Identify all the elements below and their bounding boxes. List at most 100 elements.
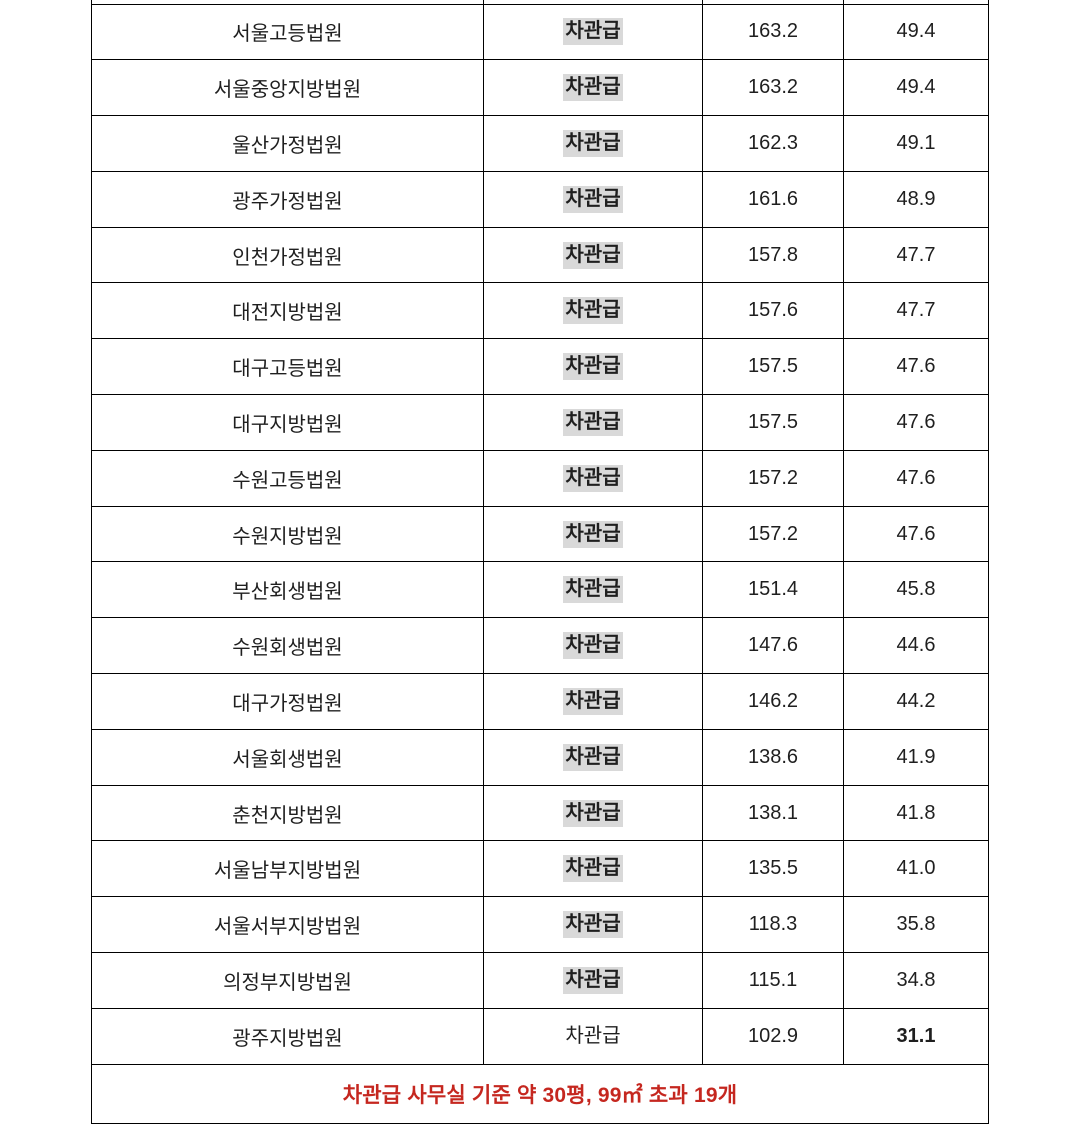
area-m2-cell: 138.1 xyxy=(702,784,844,842)
grade-cell: 차관급 xyxy=(483,338,703,396)
area-m2-cell: 161.6 xyxy=(702,170,844,228)
court-name-cell: 부산회생법원 xyxy=(91,561,484,619)
table-row: 부산회생법원 차관급 151.4 45.8 xyxy=(91,561,989,619)
grade-cell: 차관급 xyxy=(483,505,703,563)
table-row: 울산가정법원 차관급 162.3 49.1 xyxy=(91,115,989,172)
area-pyeong-cell: 47.6 xyxy=(843,394,989,451)
grade-label: 차관급 xyxy=(563,464,623,492)
court-name-cell: 광주지방법원 xyxy=(91,1007,484,1065)
court-name-cell: 울산가정법원 xyxy=(91,115,484,172)
grade-cell: 차관급 xyxy=(483,561,703,619)
area-m2-cell: 163.2 xyxy=(702,3,844,61)
area-m2-cell: 163.2 xyxy=(702,59,844,117)
grade-cell: 차관급 xyxy=(483,952,703,1009)
area-pyeong-cell: 31.1 xyxy=(843,1007,989,1065)
table-row: 수원지방법원 차관급 157.2 47.6 xyxy=(91,505,989,563)
grade-cell: 차관급 xyxy=(483,1007,703,1065)
area-m2-cell: 157.2 xyxy=(702,449,844,507)
court-name-cell: 의정부지방법원 xyxy=(91,952,484,1009)
area-pyeong-cell: 49.1 xyxy=(843,115,989,172)
grade-cell: 차관급 xyxy=(483,226,703,284)
area-pyeong-cell: 41.0 xyxy=(843,840,989,898)
court-name-cell: 대구가정법원 xyxy=(91,673,484,730)
clipped-cell xyxy=(843,0,989,5)
court-name-cell: 대구고등법원 xyxy=(91,338,484,396)
court-name-cell: 인천가정법원 xyxy=(91,226,484,284)
area-m2-cell: 157.5 xyxy=(702,338,844,396)
court-area-table: 서울고등법원 차관급 163.2 49.4 서울중앙지방법원 차관급 163.2 49.4 울산… xyxy=(91,0,989,1124)
area-m2-cell: 157.2 xyxy=(702,505,844,563)
grade-label: 차관급 xyxy=(563,353,623,381)
court-name-cell: 서울남부지방법원 xyxy=(91,840,484,898)
table-row: 대구지방법원 차관급 157.5 47.6 xyxy=(91,394,989,451)
table-row: 대구고등법원 차관급 157.5 47.6 xyxy=(91,338,989,396)
table-row: 인천가정법원 차관급 157.8 47.7 xyxy=(91,226,989,284)
grade-cell: 차관급 xyxy=(483,170,703,228)
court-table-body: 서울고등법원 차관급 163.2 49.4 서울중앙지방법원 차관급 163.2 49.4 울산… xyxy=(91,0,989,1124)
grade-label: 차관급 xyxy=(563,966,623,994)
area-m2-cell: 151.4 xyxy=(702,561,844,619)
area-pyeong-cell: 47.7 xyxy=(843,282,989,340)
court-name-cell: 대구지방법원 xyxy=(91,394,484,451)
area-pyeong-cell: 44.2 xyxy=(843,673,989,730)
grade-label: 차관급 xyxy=(563,18,623,46)
grade-label: 차관급 xyxy=(563,799,623,827)
grade-label: 차관급 xyxy=(563,632,623,660)
area-m2-cell: 162.3 xyxy=(702,115,844,172)
court-name-cell: 수원지방법원 xyxy=(91,505,484,563)
grade-label: 차관급 xyxy=(565,1024,621,1047)
table-row: 의정부지방법원 차관급 115.1 34.8 xyxy=(91,952,989,1009)
table-row: 춘천지방법원 차관급 138.1 41.8 xyxy=(91,784,989,842)
grade-label: 차관급 xyxy=(563,241,623,269)
area-pyeong-cell: 49.4 xyxy=(843,59,989,117)
court-name-cell: 서울고등법원 xyxy=(91,3,484,61)
area-m2-cell: 147.6 xyxy=(702,617,844,675)
area-m2-cell: 146.2 xyxy=(702,673,844,730)
court-name-cell: 서울중앙지방법원 xyxy=(91,59,484,117)
court-name-cell: 춘천지방법원 xyxy=(91,784,484,842)
court-name-cell: 대전지방법원 xyxy=(91,282,484,340)
grade-cell: 차관급 xyxy=(483,282,703,340)
grade-label: 차관급 xyxy=(563,687,623,715)
grade-label: 차관급 xyxy=(563,911,623,939)
court-name-cell: 광주가정법원 xyxy=(91,170,484,228)
grade-cell: 차관급 xyxy=(483,840,703,898)
grade-cell: 차관급 xyxy=(483,449,703,507)
area-m2-cell: 157.5 xyxy=(702,394,844,451)
area-pyeong-cell: 47.7 xyxy=(843,226,989,284)
area-pyeong-cell: 45.8 xyxy=(843,561,989,619)
grade-label: 차관급 xyxy=(563,855,623,883)
footer-note: 차관급 사무실 기준 약 30평, 99㎡ 초과 19개 xyxy=(91,1063,989,1124)
court-name-cell: 서울서부지방법원 xyxy=(91,896,484,954)
grade-label: 차관급 xyxy=(563,74,623,102)
grade-cell: 차관급 xyxy=(483,394,703,451)
table-row: 광주가정법원 차관급 161.6 48.9 xyxy=(91,170,989,228)
table-row: 수원고등법원 차관급 157.2 47.6 xyxy=(91,449,989,507)
area-m2-cell: 115.1 xyxy=(702,952,844,1009)
area-pyeong-cell: 47.6 xyxy=(843,338,989,396)
area-m2-cell: 135.5 xyxy=(702,840,844,898)
area-m2-cell: 102.9 xyxy=(702,1007,844,1065)
court-name-cell: 수원회생법원 xyxy=(91,617,484,675)
table-row: 수원회생법원 차관급 147.6 44.6 xyxy=(91,617,989,675)
court-name-cell: 서울회생법원 xyxy=(91,728,484,786)
area-pyeong-cell: 35.8 xyxy=(843,896,989,954)
area-m2-cell: 157.6 xyxy=(702,282,844,340)
grade-cell: 차관급 xyxy=(483,617,703,675)
area-m2-cell: 157.8 xyxy=(702,226,844,284)
grade-cell: 차관급 xyxy=(483,784,703,842)
area-pyeong-cell: 49.4 xyxy=(843,3,989,61)
table-row: 서울중앙지방법원 차관급 163.2 49.4 xyxy=(91,59,989,117)
area-pyeong-cell: 47.6 xyxy=(843,505,989,563)
clipped-row-top xyxy=(91,0,989,5)
table-row: 대구가정법원 차관급 146.2 44.2 xyxy=(91,673,989,730)
area-pyeong-cell: 41.9 xyxy=(843,728,989,786)
grade-label: 차관급 xyxy=(563,129,623,157)
grade-label: 차관급 xyxy=(563,185,623,213)
table-row: 서울남부지방법원 차관급 135.5 41.0 xyxy=(91,840,989,898)
table-row: 서울회생법원 차관급 138.6 41.9 xyxy=(91,728,989,786)
grade-cell: 차관급 xyxy=(483,59,703,117)
area-m2-cell: 118.3 xyxy=(702,896,844,954)
area-pyeong-cell: 41.8 xyxy=(843,784,989,842)
